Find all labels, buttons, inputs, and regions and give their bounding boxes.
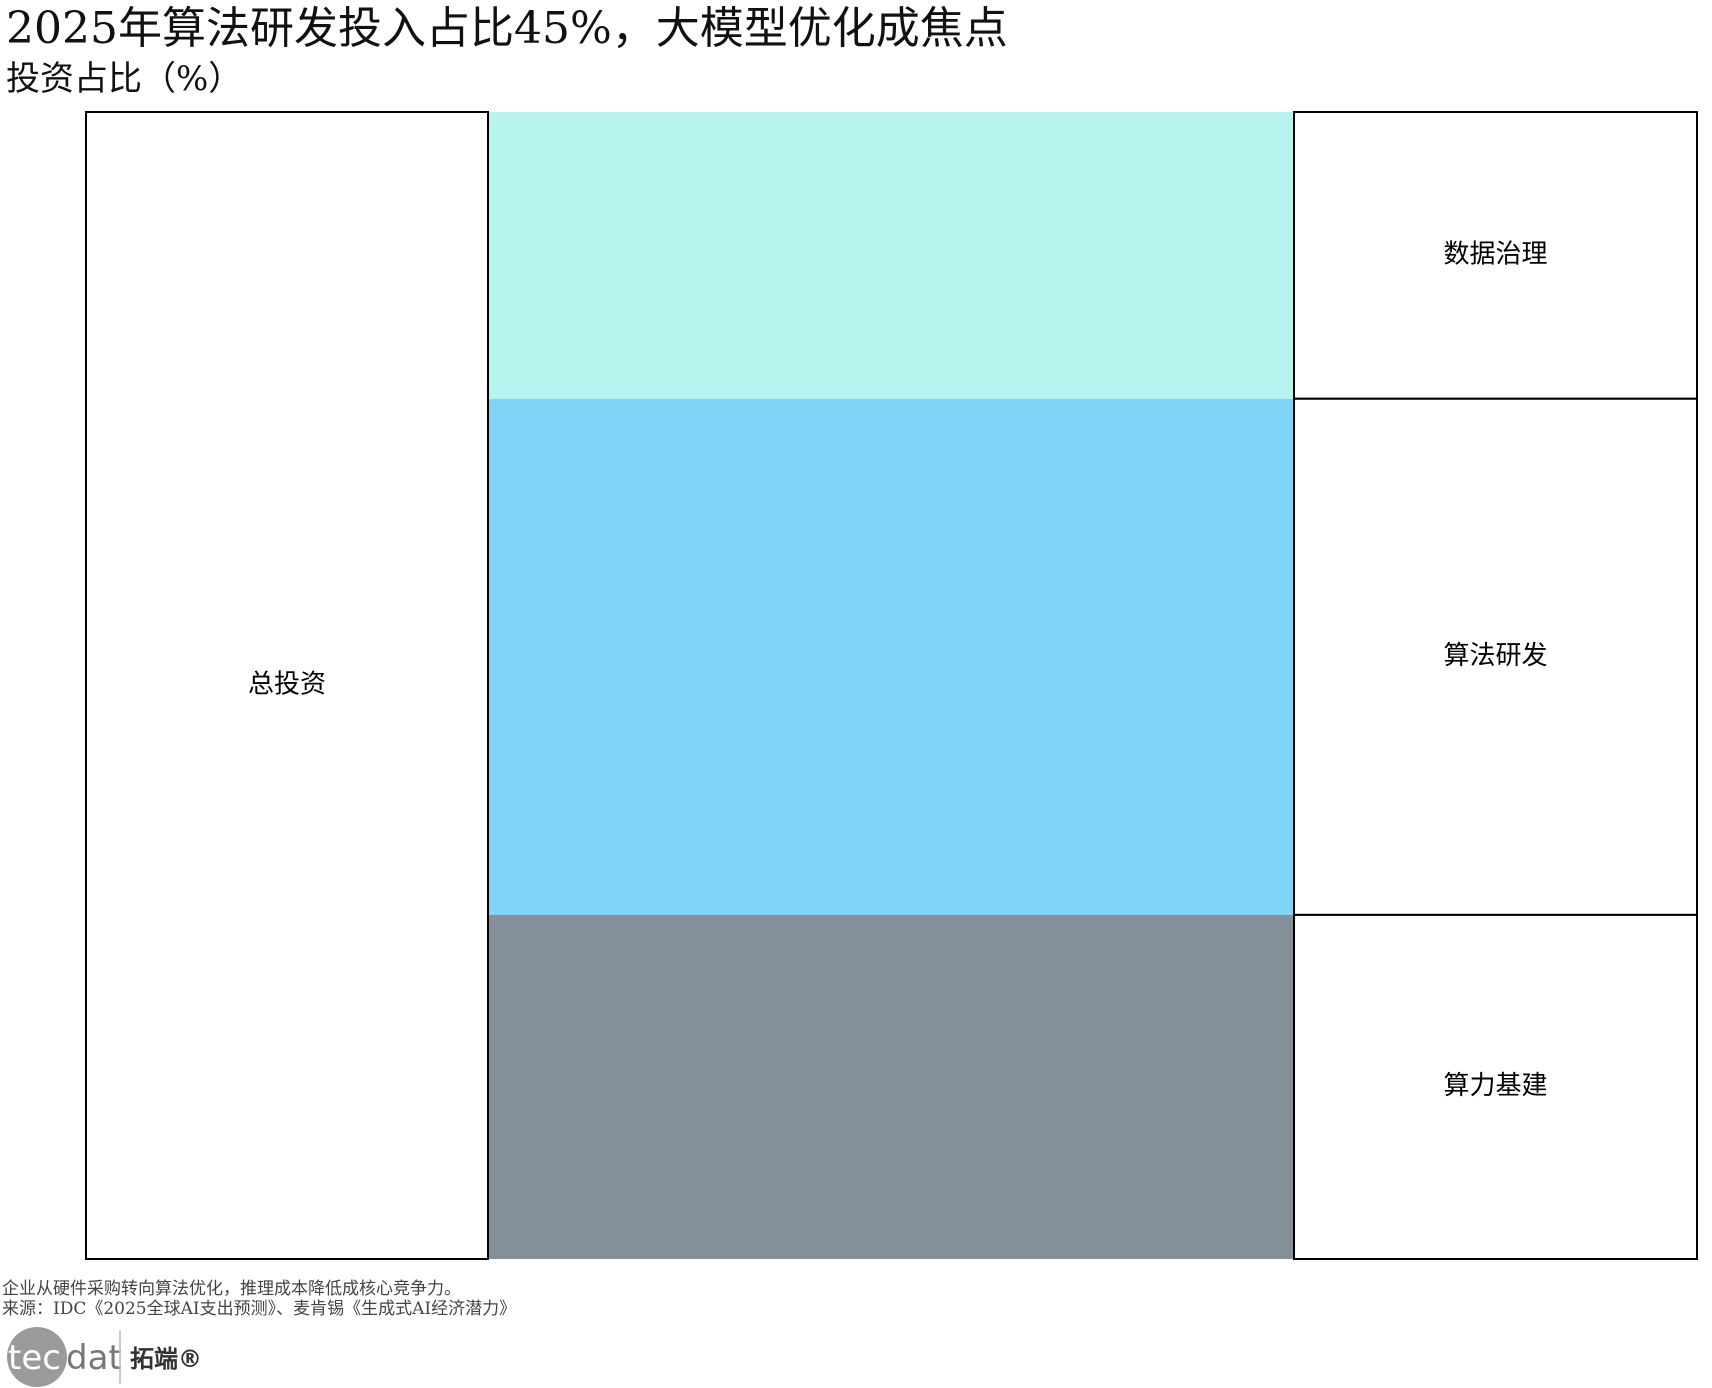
- target-node-2: [1293, 913, 1698, 1261]
- footnote: 企业从硬件采购转向算法优化，推理成本降低成核心竞争力。: [2, 1279, 461, 1299]
- target-node-label: 算力基建: [1443, 1071, 1547, 1101]
- target-node-1: [1293, 397, 1698, 916]
- source-note: 来源：IDC《2025全球AI支出预测》、麦肯锡《生成式AI经济潜力》: [2, 1299, 517, 1319]
- target-node-label: 数据治理: [1443, 239, 1547, 269]
- flow-link-2: [488, 914, 1294, 1259]
- svg-text:拓端®: 拓端®: [130, 1345, 202, 1373]
- target-node-0: [1293, 111, 1698, 400]
- svg-text:dat: dat: [66, 1338, 122, 1378]
- tecdat-logo: tec dat 拓端®: [7, 1327, 202, 1387]
- source-node-label: 总投资: [248, 670, 326, 700]
- svg-text:tec: tec: [8, 1338, 61, 1378]
- flow-link-1: [488, 398, 1294, 915]
- source-node: [85, 111, 489, 1260]
- target-node-label: 算法研发: [1443, 641, 1547, 671]
- flow-link-0: [488, 112, 1294, 399]
- chart-subtitle: 投资占比（%）: [6, 59, 243, 99]
- chart-title: 2025年算法研发投入占比45%，大模型优化成焦点: [6, 3, 1008, 54]
